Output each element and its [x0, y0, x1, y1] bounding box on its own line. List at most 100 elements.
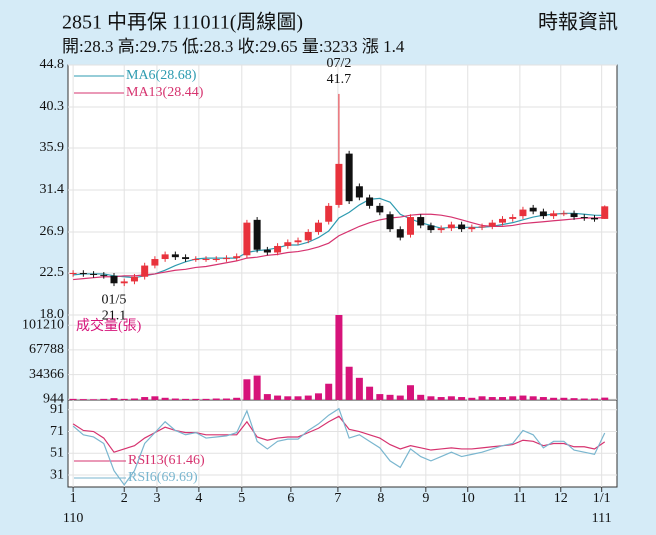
candle-body	[304, 231, 312, 241]
candle-body	[130, 276, 138, 282]
y-tick-label: 22.5	[40, 265, 65, 280]
candle-body	[458, 224, 466, 230]
x-tick-label: 12	[554, 491, 568, 506]
candle-body	[406, 217, 414, 235]
volume-bar	[509, 396, 517, 400]
candle-body	[376, 205, 384, 213]
volume-bar	[233, 397, 241, 400]
candle-body	[427, 225, 435, 231]
annotation-value: 41.7	[327, 72, 352, 87]
candle-body	[182, 257, 190, 260]
volume-bar	[192, 398, 200, 400]
candle-body	[222, 258, 230, 260]
candle-body	[570, 213, 578, 218]
candle-body	[478, 226, 486, 228]
y-tick-label: 31.4	[40, 182, 65, 197]
candle-body	[171, 254, 179, 258]
volume-bar	[314, 393, 322, 400]
candle-body	[498, 218, 506, 223]
candle-body	[120, 281, 128, 284]
volume-bar	[386, 394, 394, 400]
volume-bar	[406, 385, 414, 400]
volume-bar	[355, 377, 363, 400]
volume-bar	[304, 395, 312, 400]
volume-bar	[130, 398, 138, 400]
candle-body	[447, 224, 455, 229]
volume-bar	[151, 396, 159, 400]
candle-body	[100, 274, 108, 276]
plot-frame	[67, 64, 618, 488]
line	[72, 407, 606, 486]
candle-body	[468, 227, 476, 230]
volume-bar	[274, 395, 282, 400]
x-sub-label: 110	[63, 511, 83, 526]
line	[73, 197, 605, 279]
volume-bar	[294, 396, 302, 400]
subtitle: 開:28.3 高:29.75 低:28.3 收:29.65 量:3233 漲 1…	[62, 37, 405, 56]
candle-body	[294, 240, 302, 243]
candle-body	[325, 205, 333, 222]
y-tick-label: 51	[50, 446, 64, 461]
candle-body	[550, 213, 558, 217]
y-tick-label: 35.9	[40, 140, 65, 155]
y-tick-label: 67788	[29, 342, 64, 357]
y-tick-label: 31	[50, 467, 64, 482]
candle-body	[417, 217, 425, 226]
legend-label: RSI13(61.46)	[128, 453, 205, 468]
candle-body	[151, 259, 159, 266]
x-tick-label: 3	[153, 491, 160, 506]
volume-bar	[212, 398, 220, 400]
candle-body	[314, 222, 322, 232]
volume-bar	[488, 397, 496, 400]
y-tick-label: 91	[50, 402, 64, 417]
candle-body	[509, 217, 517, 219]
volume-bar	[447, 396, 455, 400]
candle-body	[396, 229, 404, 238]
source: 時報資訊	[538, 11, 618, 34]
chart-title: 2851 中再保 111011(周線圖)	[62, 11, 303, 34]
volume-bar	[345, 366, 353, 400]
candle-body	[69, 273, 77, 275]
volume-bar	[171, 398, 179, 400]
y-tick-label: 40.3	[40, 99, 65, 114]
annotation-value: 21.1	[102, 308, 127, 323]
volume-bar	[110, 398, 118, 400]
volume-bar	[141, 397, 149, 400]
candle-body	[539, 211, 547, 217]
volume-bar	[427, 396, 435, 400]
volume-bar	[161, 397, 169, 400]
y-tick-label: 18.0	[40, 307, 65, 322]
volume-bar	[539, 397, 547, 400]
candle-body	[141, 265, 149, 277]
legend-label: 成交量(張)	[76, 317, 142, 334]
candle-body	[284, 242, 292, 246]
legend-label: RSI6(69.69)	[128, 470, 198, 485]
volume-bar	[570, 398, 578, 400]
candle-body	[161, 254, 169, 260]
volume-bar	[396, 395, 404, 400]
candle-body	[580, 217, 588, 219]
x-tick-label: 1/1	[593, 491, 611, 506]
volume-bar	[182, 398, 190, 400]
y-tick-label: 71	[50, 424, 64, 439]
legend-label: MA13(28.44)	[126, 85, 204, 100]
candle-body	[90, 273, 98, 275]
x-tick-label: 10	[461, 491, 475, 506]
candle-body	[366, 197, 374, 206]
candle-body	[345, 153, 353, 202]
volume-bar	[417, 394, 425, 400]
volume-bar	[100, 398, 108, 400]
candle-body	[110, 275, 118, 284]
volume-bar	[468, 397, 476, 400]
x-tick-label: 6	[287, 491, 294, 506]
volume-bar	[601, 397, 609, 400]
candle-body	[601, 206, 609, 219]
candle-body	[243, 222, 251, 256]
candle-body	[253, 219, 261, 250]
candle-body	[202, 259, 210, 261]
x-sub-label: 111	[592, 511, 612, 526]
candle-body	[212, 259, 220, 261]
volume-bar	[498, 397, 506, 400]
volume-bar	[550, 397, 558, 400]
volume-bar	[79, 399, 87, 400]
